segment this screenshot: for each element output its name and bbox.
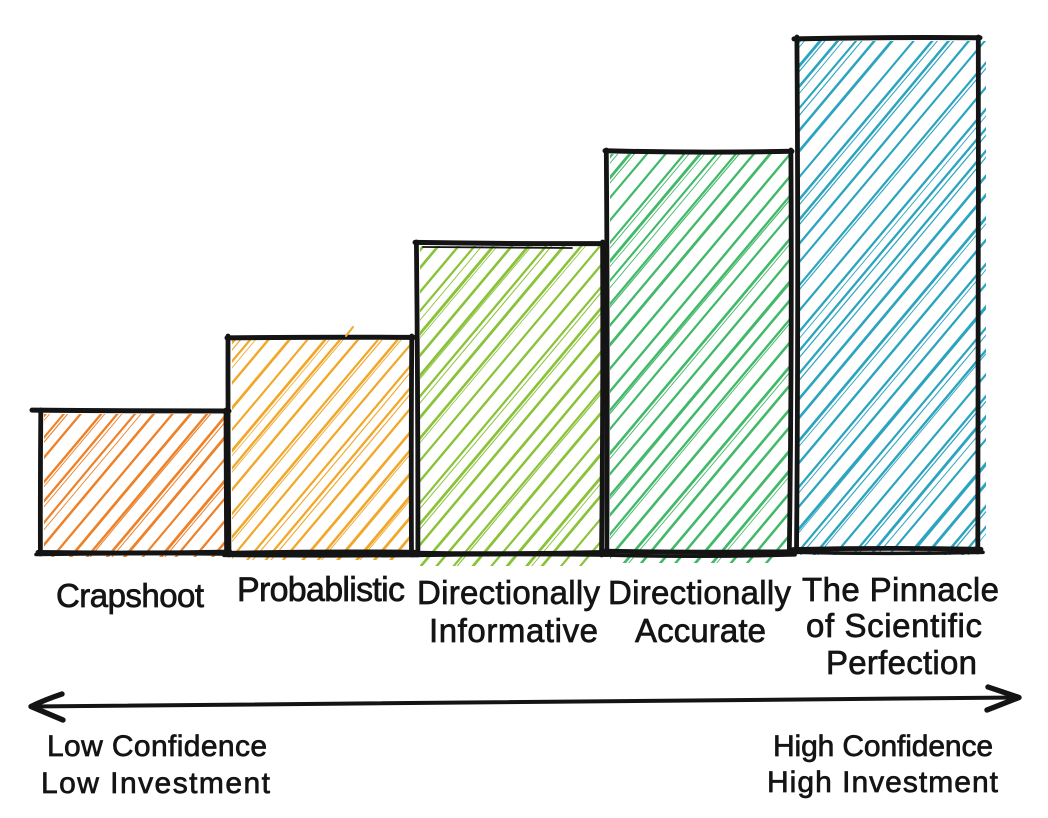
svg-text:Informative: Informative bbox=[429, 612, 598, 649]
svg-text:Accurate: Accurate bbox=[635, 612, 766, 649]
svg-text:Crapshoot: Crapshoot bbox=[56, 577, 204, 614]
svg-text:Probablistic: Probablistic bbox=[237, 571, 405, 609]
svg-text:Directionally: Directionally bbox=[417, 574, 601, 611]
svg-text:Perfection: Perfection bbox=[826, 644, 977, 681]
svg-text:The Pinnacle: The Pinnacle bbox=[802, 571, 999, 608]
svg-text:Low Investment: Low Investment bbox=[41, 767, 271, 800]
svg-text:Directionally: Directionally bbox=[608, 574, 792, 611]
svg-text:High Confidence: High Confidence bbox=[773, 730, 993, 763]
svg-text:High Investment: High Investment bbox=[767, 766, 999, 799]
svg-text:Low Confidence: Low Confidence bbox=[47, 730, 267, 763]
svg-text:of Scientific: of Scientific bbox=[806, 607, 982, 644]
